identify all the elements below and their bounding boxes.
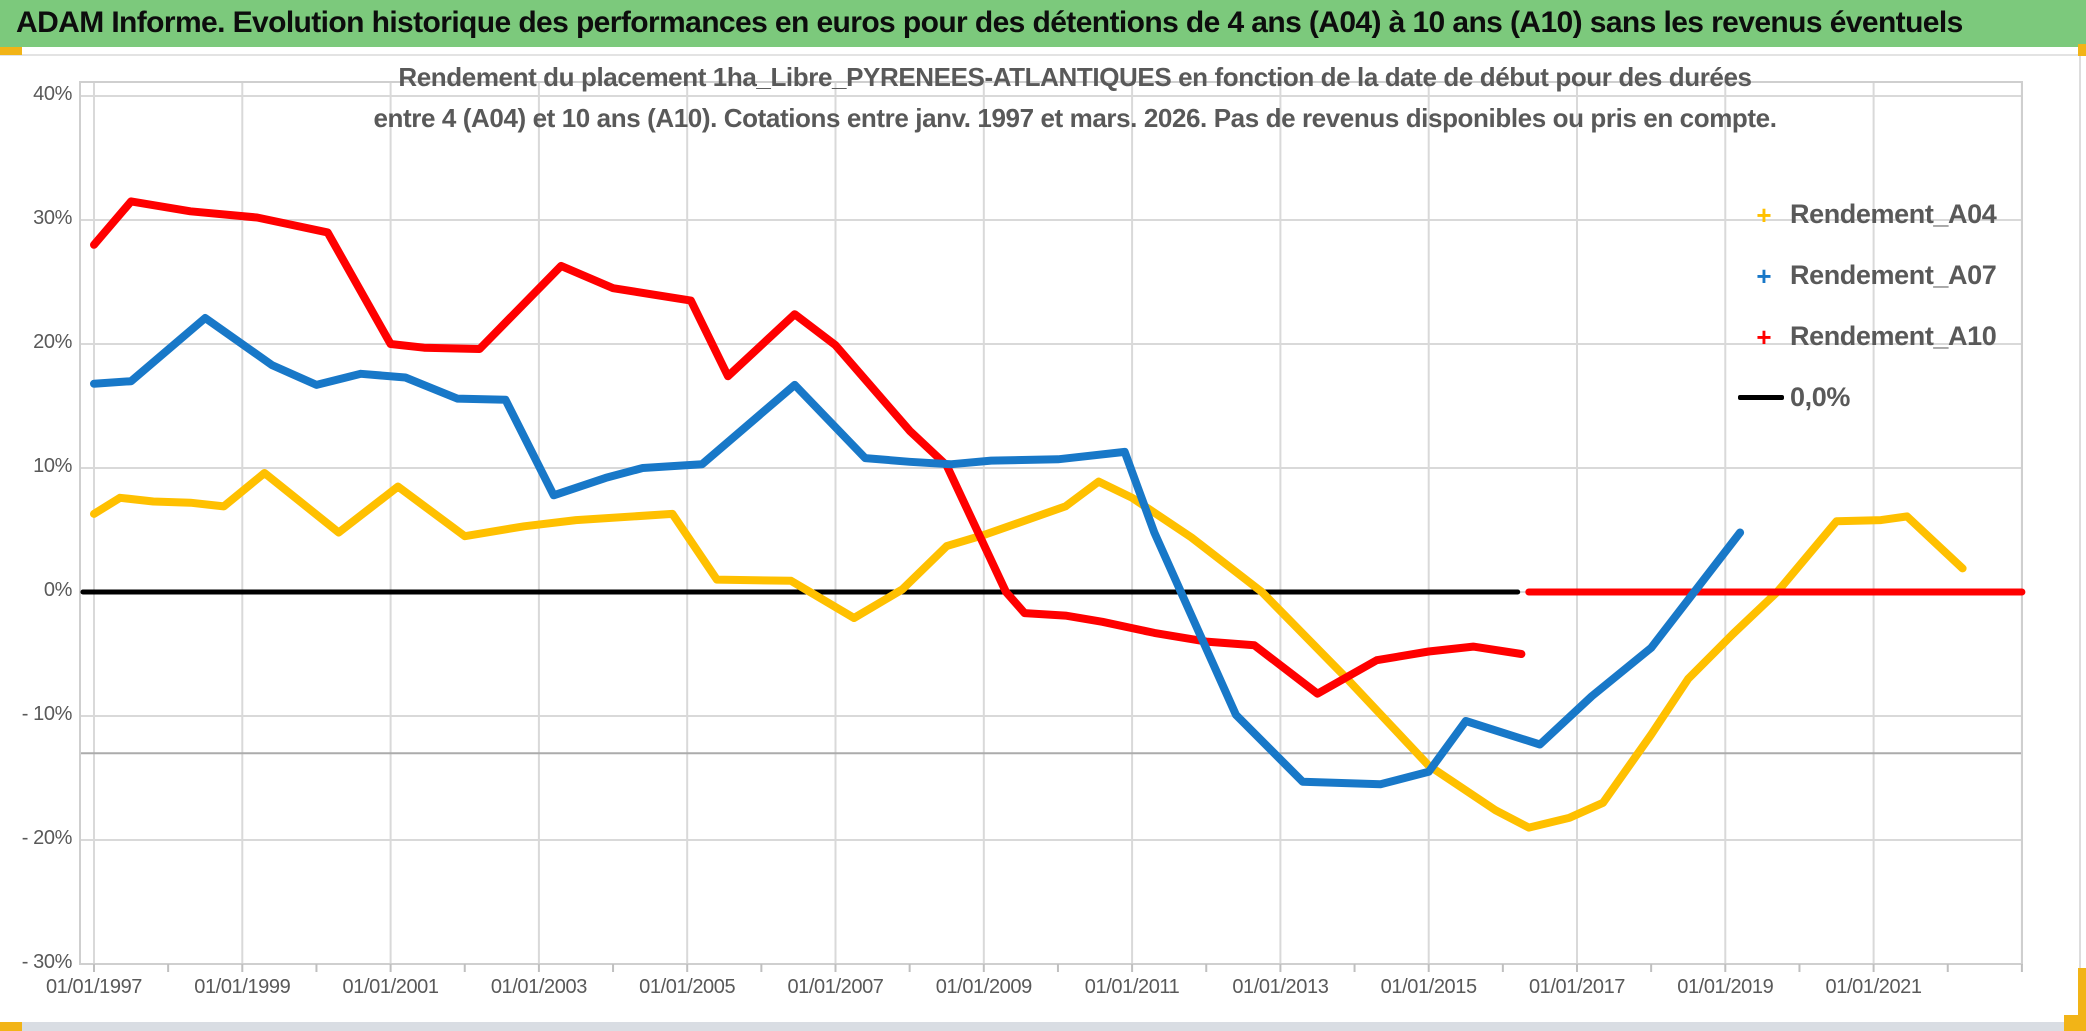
chart-title-line1: Rendement du placement 1ha_Libre_PYRENEE… [398,62,1752,92]
x-tick-label: 01/01/2005 [639,976,736,998]
plot-border [79,81,2023,965]
y-tick-label: - 30% [21,951,73,973]
plus-marker-icon: + [1756,260,1772,291]
x-tick-label: 01/01/1997 [45,976,143,998]
legend-label: 0,0% [1790,382,1850,412]
series-rendement_a04 [90,469,1967,832]
x-tick-label: 01/01/2013 [1232,976,1329,998]
x-tick-label: 01/01/2015 [1380,976,1478,998]
series-rendement_a10 [90,197,1526,698]
bottom-strip [0,1022,2086,1031]
accent-bottom-left [0,1022,22,1031]
legend-label: Rendement_A10 [1790,321,1997,351]
x-tick-label: 01/01/1999 [194,976,291,998]
accent-tab-top-left [0,47,22,55]
x-tick-label: 01/01/2009 [935,976,1033,998]
x-tick-label: 01/01/2021 [1825,976,1923,998]
line-marker-icon [1738,395,1784,400]
x-tick-label: 01/01/2003 [490,976,588,998]
accent-bottom-right [2064,1015,2086,1031]
x-tick-label: 01/01/2011 [1084,976,1180,998]
accent-right-bar [2078,968,2086,1031]
legend-item-rendement-a10: + Rendement_A10 [1738,306,2038,367]
y-tick-label: - 20% [21,827,73,849]
legend-label: Rendement_A04 [1790,199,1997,229]
report-header-bar: ADAM Informe. Evolution historique des p… [0,0,2086,47]
report-title: ADAM Informe. Evolution historique des p… [16,6,1963,39]
chart-title: Rendement du placement 1ha_Libre_PYRENEE… [300,57,1850,139]
legend-item-rendement-a07: + Rendement_A07 [1738,245,2038,306]
x-tick-label: 01/01/2017 [1528,976,1626,998]
plus-marker-icon: + [1756,321,1772,352]
y-tick-label: 20% [33,331,72,353]
y-tick-label: 10% [33,455,72,477]
x-tick-label: 01/01/2001 [342,976,440,998]
chart-title-line2: entre 4 (A04) et 10 ans (A10). Cotations… [373,103,1777,133]
y-tick-label: 0% [43,579,73,601]
legend-item-0-0-: 0,0% [1738,367,2038,428]
plus-marker-icon: + [1756,199,1772,230]
legend-item-rendement-a04: + Rendement_A04 [1738,184,2038,245]
y-tick-label: 30% [33,207,72,229]
y-tick-label: 40% [33,83,72,105]
series-rendement_a07 [90,314,1745,789]
chart-legend: + Rendement_A04 + Rendement_A07 + Rendement_A… [1738,184,2038,428]
header-divider [0,54,2086,56]
accent-tab-top-right [2078,44,2086,56]
x-tick-label: 01/01/2019 [1677,976,1774,998]
x-tick-label: 01/01/2007 [787,976,884,998]
legend-label: Rendement_A07 [1790,260,1997,290]
y-tick-label: - 10% [21,703,73,725]
